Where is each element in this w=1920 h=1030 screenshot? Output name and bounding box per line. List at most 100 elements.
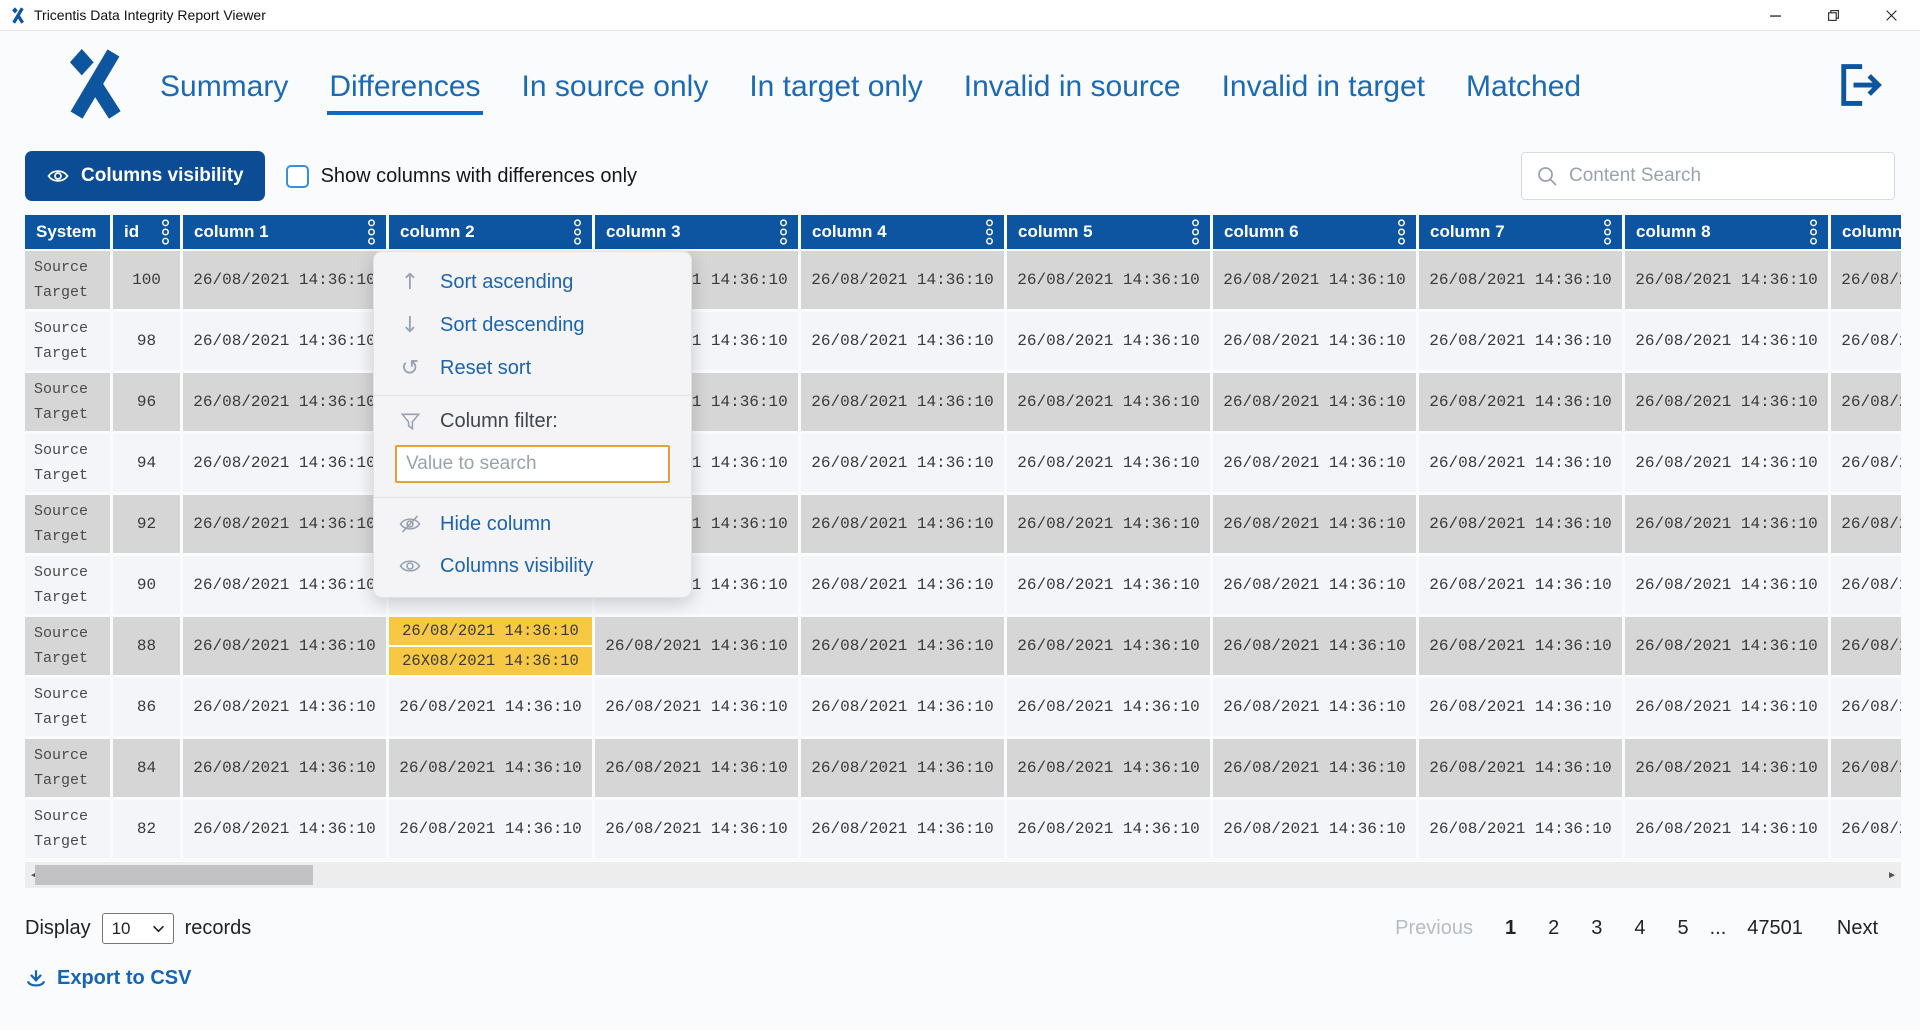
column-menu-icon[interactable] bbox=[160, 218, 171, 246]
id-cell: 96 bbox=[113, 373, 180, 431]
column-header-column-4[interactable]: column 4 bbox=[801, 215, 1004, 249]
value-cell: 26/08/2021 14:36:10 bbox=[1831, 495, 1901, 553]
page-size-select[interactable]: 10 bbox=[101, 913, 174, 944]
id-cell: 86 bbox=[113, 678, 180, 736]
export-csv-button[interactable]: Export to CSV bbox=[25, 967, 191, 990]
value-cell: 26/08/2021 14:36:10 bbox=[1213, 251, 1416, 309]
value-cell: 26/08/2021 14:36:10 bbox=[1625, 617, 1828, 675]
columns-visibility-label: Columns visibility bbox=[81, 165, 244, 186]
value-cell: 26/08/2021 14:36:10 bbox=[389, 739, 592, 797]
tab-differences[interactable]: Differences bbox=[327, 60, 483, 115]
value-cell: 26/08/2021 14:36:10 bbox=[1625, 495, 1828, 553]
id-cell: 82 bbox=[113, 800, 180, 858]
system-cell: Source Target bbox=[25, 373, 110, 431]
column-header-system[interactable]: System bbox=[25, 215, 110, 249]
column-header-column-5[interactable]: column 5 bbox=[1007, 215, 1210, 249]
system-cell: Source Target bbox=[25, 556, 110, 614]
value-cell: 26/08/2021 14:36:10 bbox=[1831, 800, 1901, 858]
column-filter-input[interactable] bbox=[395, 445, 670, 483]
system-target-label: Target bbox=[34, 528, 89, 545]
column-menu-icon[interactable] bbox=[1190, 218, 1201, 246]
show-differences-label: Show columns with differences only bbox=[320, 164, 638, 187]
exit-button[interactable] bbox=[1834, 59, 1886, 114]
column-menu-icon[interactable] bbox=[572, 218, 583, 246]
value-cell: 26/08/2021 14:36:10 bbox=[801, 617, 1004, 675]
value-cell: 26/08/2021 14:36:10 bbox=[1625, 800, 1828, 858]
title-bar: Tricentis Data Integrity Report Viewer bbox=[0, 0, 1920, 31]
chevron-down-icon bbox=[152, 925, 165, 933]
export-csv-label: Export to CSV bbox=[57, 967, 192, 989]
page-button-4[interactable]: 4 bbox=[1634, 917, 1646, 939]
page-button-1[interactable]: 1 bbox=[1504, 917, 1517, 939]
column-header-column-6[interactable]: column 6 bbox=[1213, 215, 1416, 249]
page-button-5[interactable]: 5 bbox=[1677, 917, 1689, 939]
column-menu-icon[interactable] bbox=[366, 218, 377, 246]
menu-item-columns-visibility[interactable]: Columns visibility bbox=[374, 545, 691, 587]
page-size-value: 10 bbox=[111, 918, 131, 938]
id-cell: 88 bbox=[113, 617, 180, 675]
value-cell: 26/08/2021 14:36:10 bbox=[183, 434, 386, 492]
page-button-2[interactable]: 2 bbox=[1548, 917, 1560, 939]
menu-item-reset-sort[interactable]: ↺ Reset sort bbox=[374, 347, 691, 390]
menu-item-sort-ascending[interactable]: ↑ Sort ascending bbox=[374, 261, 691, 304]
page-button-3[interactable]: 3 bbox=[1591, 917, 1603, 939]
value-cell: 26/08/2021 14:36:10 bbox=[1419, 800, 1622, 858]
tab-invalid-in-source[interactable]: Invalid in source bbox=[963, 69, 1181, 103]
system-cell: Source Target bbox=[25, 800, 110, 858]
column-header-column-2[interactable]: column 2 bbox=[389, 215, 592, 249]
column-header-label: column 5 bbox=[1018, 222, 1093, 241]
show-differences-checkbox[interactable] bbox=[285, 164, 309, 188]
value-cell: 26/08/2021 14:36:10 bbox=[1419, 556, 1622, 614]
records-label: records bbox=[184, 917, 252, 939]
tab-in-source-only[interactable]: In source only bbox=[521, 69, 709, 103]
column-header-label: column 3 bbox=[606, 222, 681, 241]
download-icon bbox=[25, 968, 47, 990]
value-cell: 26/08/2021 14:36:10 bbox=[1625, 739, 1828, 797]
column-header-column-8[interactable]: column 8 bbox=[1625, 215, 1828, 249]
minimize-button[interactable] bbox=[1746, 0, 1804, 30]
tab-summary[interactable]: Summary bbox=[160, 69, 289, 103]
tab-matched[interactable]: Matched bbox=[1466, 69, 1582, 103]
column-menu-icon[interactable] bbox=[1602, 218, 1613, 246]
column-header-column-9[interactable]: column 9 bbox=[1831, 215, 1901, 249]
previous-page-button[interactable]: Previous bbox=[1395, 917, 1473, 939]
column-header-column-7[interactable]: column 7 bbox=[1419, 215, 1622, 249]
system-source-label: Source bbox=[34, 381, 89, 398]
system-source-label: Source bbox=[34, 625, 89, 642]
scroll-left-arrow-icon[interactable]: ◄ bbox=[29, 869, 39, 881]
column-menu-icon[interactable] bbox=[778, 218, 789, 246]
tricentis-logo-icon bbox=[62, 47, 128, 126]
value-cell: 26/08/2021 14:36:10 bbox=[1007, 739, 1210, 797]
close-button[interactable] bbox=[1862, 0, 1920, 30]
column-header-id[interactable]: id bbox=[113, 215, 180, 249]
tab-invalid-in-target[interactable]: Invalid in target bbox=[1221, 69, 1426, 103]
diff-source-cell: 26/08/2021 14:36:10 bbox=[389, 617, 592, 645]
value-cell: 26/08/2021 14:36:10 bbox=[1213, 800, 1416, 858]
restore-button[interactable] bbox=[1804, 0, 1862, 30]
column-header-label: id bbox=[124, 222, 140, 241]
scrollbar-thumb[interactable] bbox=[35, 865, 313, 885]
next-page-button[interactable]: Next bbox=[1836, 917, 1878, 939]
content-search-input[interactable] bbox=[1569, 165, 1881, 187]
page-ellipsis: ... bbox=[1709, 917, 1727, 939]
column-menu-icon[interactable] bbox=[1396, 218, 1407, 246]
tab-in-target-only[interactable]: In target only bbox=[749, 69, 923, 103]
value-cell: 26/08/2021 14:36:10 bbox=[1831, 312, 1901, 370]
page-button-47501[interactable]: 47501 bbox=[1747, 917, 1803, 939]
column-header-column-1[interactable]: column 1 bbox=[183, 215, 386, 249]
value-cell: 26/08/2021 14:36:10 bbox=[801, 251, 1004, 309]
menu-item-sort-descending[interactable]: ↓ Sort descending bbox=[374, 304, 691, 347]
table-row-90: Source Target 90 26/08/2021 14:36:10 26/08/2… bbox=[25, 556, 1901, 614]
scroll-right-arrow-icon[interactable]: ► bbox=[1887, 869, 1897, 881]
column-header-label: column 6 bbox=[1224, 222, 1299, 241]
menu-item-hide-column[interactable]: Hide column bbox=[374, 503, 691, 545]
column-menu-icon[interactable] bbox=[1808, 218, 1819, 246]
exit-icon bbox=[1834, 63, 1886, 114]
value-cell: 26/08/2021 14:36:10 bbox=[801, 373, 1004, 431]
column-menu-icon[interactable] bbox=[984, 218, 995, 246]
horizontal-scrollbar[interactable]: ◄ ► bbox=[25, 862, 1901, 888]
table-row-100: Source Target 100 26/08/2021 14:36:10 26/08/… bbox=[25, 251, 1901, 309]
columns-visibility-button[interactable]: Columns visibility bbox=[25, 151, 265, 201]
table-row-98: Source Target 98 26/08/2021 14:36:10 26/08/2… bbox=[25, 312, 1901, 370]
column-header-column-3[interactable]: column 3 bbox=[595, 215, 798, 249]
